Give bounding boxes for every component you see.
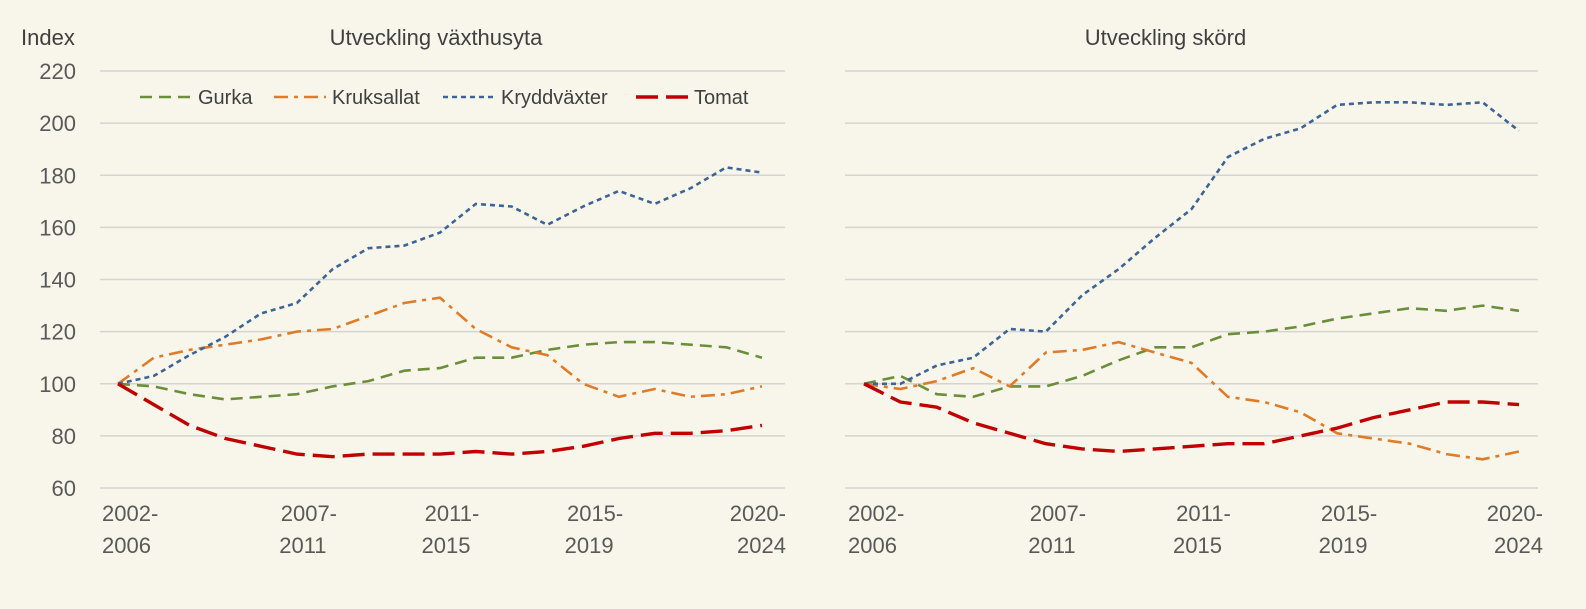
x-tick-label: 2015 xyxy=(422,533,471,558)
series-line-gurka xyxy=(117,340,763,401)
legend-label-kruksallat: Kruksallat xyxy=(332,87,420,109)
x-tick-label: 2020- xyxy=(1487,501,1543,526)
y-tick-label: 140 xyxy=(39,268,76,293)
y-axis-label: Index xyxy=(21,25,75,50)
legend-label-kryddväxter: Kryddväxter xyxy=(501,87,608,109)
x-tick-label: 2006 xyxy=(102,533,151,558)
x-tick-label: 2019 xyxy=(1319,533,1368,558)
x-tick-label: 2024 xyxy=(737,533,786,558)
chart-title: Utveckling växthusyta xyxy=(330,25,544,50)
x-tick-label: 2007- xyxy=(1030,501,1086,526)
x-tick-label: 2019 xyxy=(565,533,614,558)
series-line-tomat xyxy=(117,382,763,459)
y-tick-label: 200 xyxy=(39,111,76,136)
x-tick-label: 2002- xyxy=(848,501,904,526)
x-tick-label: 2011 xyxy=(1028,533,1075,558)
x-tick-label: 2011- xyxy=(1176,501,1231,526)
x-tick-label: 2007- xyxy=(281,501,337,526)
x-tick-label: 2002- xyxy=(102,501,158,526)
x-tick-label: 2015- xyxy=(1321,501,1377,526)
x-tick-label: 2024 xyxy=(1494,533,1543,558)
y-tick-label: 180 xyxy=(39,163,76,188)
y-tick-label: 60 xyxy=(52,476,76,501)
legend-label-gurka: Gurka xyxy=(198,87,253,109)
x-tick-label: 2015- xyxy=(567,501,623,526)
panel-vaxthusyta: 60 80 100 120 140 160 180 200 220 Index Utveckling… xyxy=(21,25,786,558)
legend-label-tomat: Tomat xyxy=(694,87,749,109)
chart-title: Utveckling skörd xyxy=(1085,25,1246,50)
x-tick-label: 2020- xyxy=(730,501,786,526)
y-tick-label: 160 xyxy=(39,215,76,240)
y-tick-label: 120 xyxy=(39,320,76,345)
x-tick-label: 2011- xyxy=(425,501,480,526)
panel-skord: Utveckling skörd 2002- 2006 2007- 2011 2011- 2… xyxy=(845,25,1543,558)
series-line-kryddväxter xyxy=(864,101,1520,386)
x-tick-label: 2006 xyxy=(848,533,897,558)
x-tick-label: 2015 xyxy=(1173,533,1222,558)
series-line-kryddväxter xyxy=(117,166,763,386)
y-tick-label: 100 xyxy=(39,372,76,397)
x-tick-label: 2011 xyxy=(279,533,326,558)
series-line-gurka xyxy=(863,304,1520,399)
y-tick-label: 220 xyxy=(39,59,76,84)
series-line-kruksallat xyxy=(863,340,1520,461)
y-tick-label: 80 xyxy=(52,424,76,449)
series-line-tomat xyxy=(863,382,1520,454)
series-line-kruksallat xyxy=(117,296,763,399)
